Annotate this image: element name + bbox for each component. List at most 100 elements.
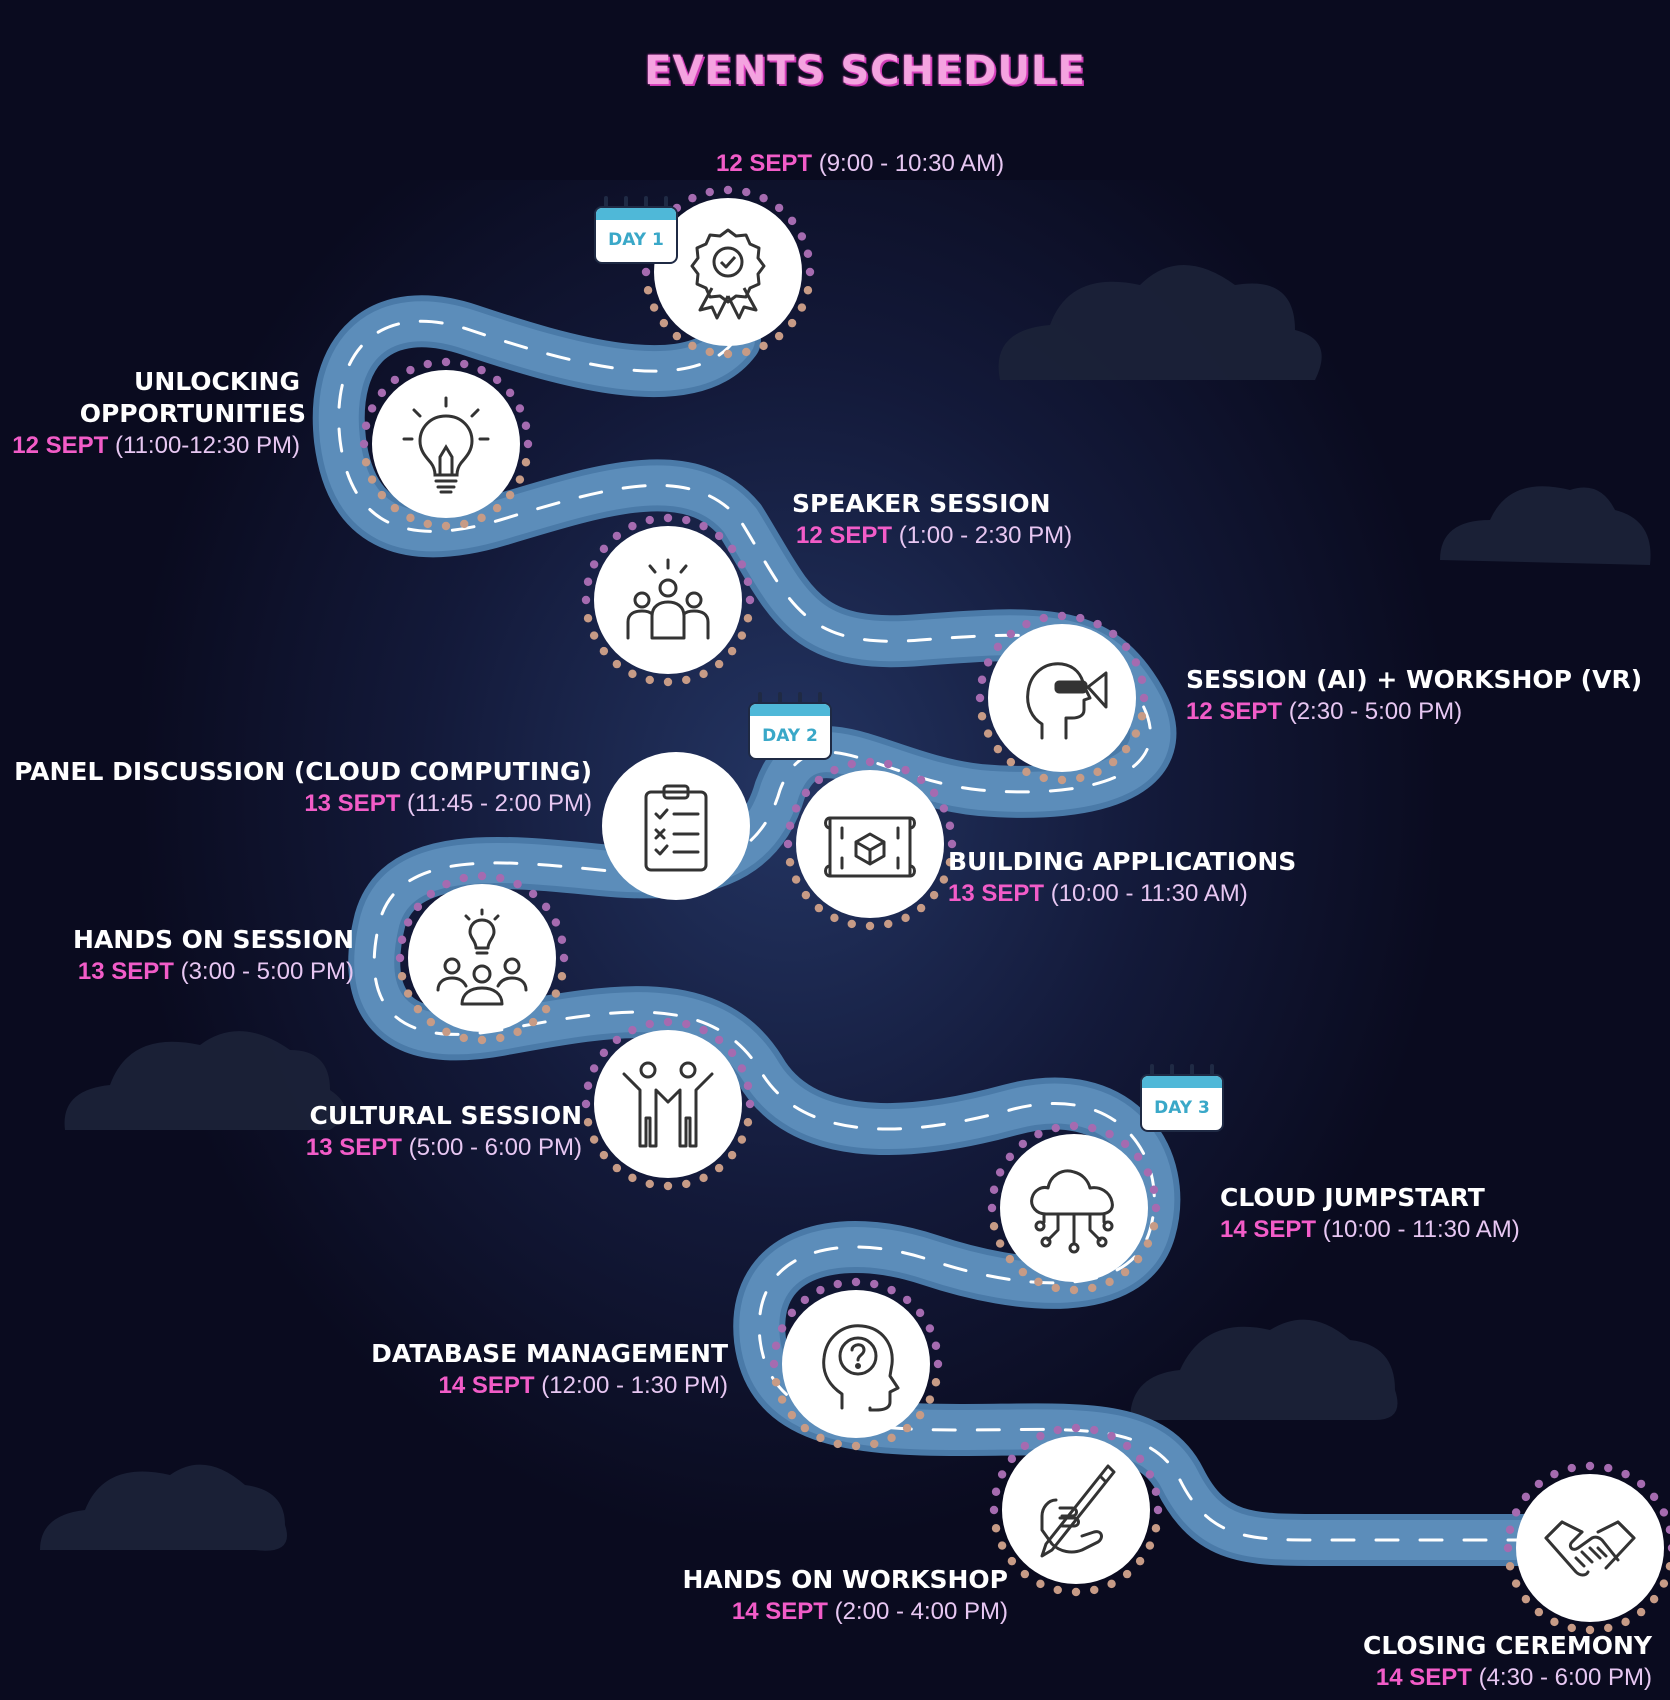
ring-dot	[995, 1168, 1005, 1177]
ring-dot	[1105, 1129, 1114, 1139]
event-node-1[interactable]	[641, 185, 815, 359]
ring-dot	[991, 1487, 1001, 1496]
ring-dot	[945, 858, 955, 867]
event-node-6[interactable]	[783, 757, 957, 931]
ring-dot	[714, 1035, 724, 1045]
ring-dot	[599, 1048, 609, 1058]
ring-dot	[865, 921, 875, 931]
ring-dot	[367, 475, 377, 484]
event-9-time: (10:00 - 11:30 AM)	[1322, 1216, 1520, 1243]
event-node-2[interactable]	[359, 357, 533, 531]
ring-dot	[528, 1017, 538, 1027]
event-node-3[interactable]	[581, 513, 755, 687]
ring-dot	[791, 804, 801, 813]
ring-dot	[521, 458, 531, 467]
ring-dot	[925, 1395, 935, 1404]
ring-dot	[515, 404, 525, 413]
cloud	[64, 1031, 345, 1130]
ring-dot	[1036, 1431, 1045, 1441]
ring-dot	[403, 989, 413, 998]
ring-dot	[589, 560, 599, 569]
hand-pen-icon	[1040, 1464, 1116, 1558]
event-7-date: 13 SEPT	[77, 958, 174, 985]
event-12-name: CLOSING CEREMONY	[1362, 1631, 1652, 1660]
ring-dot	[1121, 744, 1131, 754]
ring-dot	[705, 187, 714, 197]
dotted-ring	[1503, 1461, 1670, 1635]
ring-dot	[1534, 1479, 1544, 1489]
ring-dot	[1090, 1425, 1099, 1435]
ring-dot	[816, 1433, 825, 1443]
ring-dot	[682, 1019, 691, 1029]
ring-dot	[1090, 1585, 1099, 1595]
event-node-12[interactable]	[1503, 1461, 1670, 1635]
ring-dot	[361, 458, 371, 467]
ring-dot	[1122, 1441, 1132, 1451]
ring-dot	[1659, 1579, 1669, 1588]
ring-dot	[803, 286, 813, 295]
ring-dot	[583, 1118, 593, 1127]
ring-dot	[628, 669, 637, 679]
ring-dot	[1649, 1594, 1659, 1604]
ring-dot	[367, 404, 377, 413]
ring-dot	[1122, 1569, 1132, 1579]
ring-dot	[395, 953, 405, 963]
ring-dot	[1131, 658, 1141, 667]
ring-dot	[390, 503, 400, 513]
ring-dot	[1053, 1585, 1062, 1595]
ring-dot	[1007, 1556, 1017, 1566]
ring-dot	[1659, 1508, 1669, 1517]
ring-dot	[887, 1433, 896, 1443]
dotted-ring	[581, 1017, 755, 1191]
ring-dot	[705, 347, 714, 357]
ring-dot	[459, 1033, 468, 1043]
ring-dot	[1151, 1203, 1161, 1213]
ring-dot	[1145, 1470, 1155, 1479]
event-node-5[interactable]	[602, 752, 750, 900]
ring-dot	[771, 1378, 781, 1387]
event-node-9[interactable]	[987, 1121, 1161, 1295]
ring-dot	[989, 1222, 999, 1231]
ring-dot	[977, 675, 987, 684]
ring-dot	[1636, 1607, 1646, 1617]
event-4-name: SESSION (AI) + WORKSHOP (VR)	[1186, 665, 1643, 694]
event-4-date: 12 SEPT	[1186, 698, 1283, 725]
ring-dot	[997, 1541, 1007, 1550]
ring-dot	[847, 759, 856, 769]
ring-dot	[759, 341, 768, 351]
ring-dot	[814, 775, 824, 785]
ring-dot	[406, 513, 415, 523]
event-node-7[interactable]	[395, 871, 569, 1045]
ring-dot	[1511, 1579, 1521, 1588]
ring-dot	[688, 193, 697, 203]
ring-dot	[663, 677, 673, 687]
ring-dot	[1093, 767, 1102, 777]
cloud	[1130, 1319, 1398, 1420]
event-node-4[interactable]	[975, 611, 1149, 785]
ring-dot	[791, 875, 801, 884]
event-7-time: (3:00 - 5:00 PM)	[180, 958, 354, 985]
ring-dot	[939, 875, 949, 884]
ring-dot	[884, 919, 893, 929]
ring-dot	[743, 577, 753, 586]
ring-dot	[641, 267, 651, 277]
ring-dot	[496, 873, 505, 883]
ring-dot	[1550, 1469, 1559, 1479]
ring-dot	[699, 1025, 708, 1035]
ring-dot	[645, 675, 654, 685]
event-node-11[interactable]	[989, 1423, 1163, 1597]
ring-dot	[830, 913, 839, 923]
ring-dot	[1069, 1121, 1079, 1131]
ring-dot	[581, 595, 591, 605]
ring-dot	[1121, 642, 1131, 652]
ring-dot	[737, 631, 747, 640]
event-node-10[interactable]	[769, 1277, 943, 1451]
ring-dot	[557, 972, 567, 981]
ring-dot	[460, 359, 469, 369]
clouds	[40, 265, 1651, 1551]
ring-dot	[413, 1004, 423, 1014]
ring-dot	[745, 1099, 755, 1109]
event-7-label: HANDS ON SESSION 13 SEPT (3:00 - 5:00 PM…	[73, 924, 354, 988]
event-node-8[interactable]	[581, 1017, 755, 1191]
